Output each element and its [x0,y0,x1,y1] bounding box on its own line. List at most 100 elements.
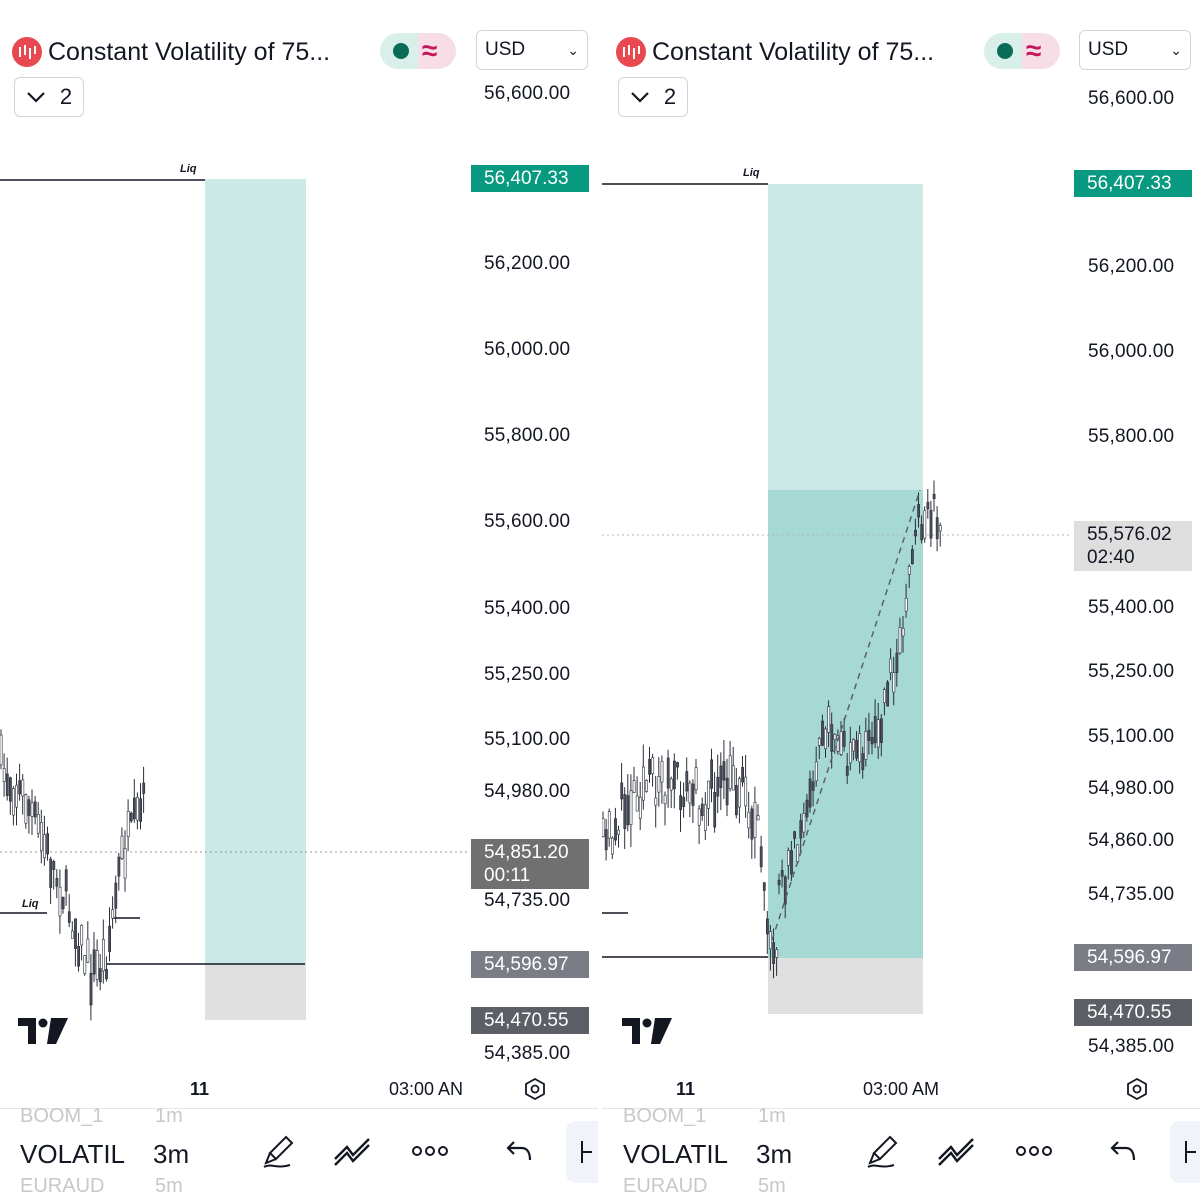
candle [5,773,9,797]
price-axis-tick: 55,800.00 [484,425,571,446]
more-icon[interactable] [410,1131,450,1171]
candle [790,850,793,875]
panel-divider [598,0,602,1200]
candle [660,760,664,783]
candle [666,757,670,789]
symbol-next[interactable]: EURAUD [20,1175,105,1197]
candle [673,760,676,790]
price-axis-tick: 54,735.00 [484,890,571,911]
candle [777,879,781,886]
brush-icon[interactable] [258,1131,298,1171]
interval-current[interactable]: 3m [153,1139,190,1169]
indicators-toggle[interactable]: 2 [618,77,688,117]
brush-icon[interactable] [862,1131,902,1171]
interval-prev[interactable]: 1m [155,1105,183,1127]
candle [139,798,143,822]
candle [117,856,121,877]
candle [830,724,834,752]
chart-panel-left[interactable]: Constant Volatility of 75... ≈ USD ⌄ 2 L… [0,0,598,1200]
price-chart-right[interactable] [602,0,1200,1108]
candle [15,784,19,808]
candle [722,761,726,781]
symbol-prev[interactable]: BOOM_1 [20,1105,104,1127]
symbol-current[interactable]: VOLATIL [20,1139,126,1169]
candle [607,811,611,839]
candle [845,765,849,776]
interval-next[interactable]: 5m [155,1175,183,1197]
interval-next[interactable]: 5m [758,1175,786,1197]
indicators-toggle[interactable]: 2 [14,77,84,117]
symbol-header[interactable]: Constant Volatility of 75... [616,32,934,72]
candle [114,882,118,909]
candle [651,757,655,775]
undo-icon[interactable] [1104,1131,1144,1171]
candle [58,886,62,917]
candle [935,517,939,539]
candle [697,808,701,826]
entry-price-tag: 54,596.97 [471,951,589,978]
candle [129,812,133,822]
more-icon[interactable] [1014,1131,1054,1171]
candle [95,950,99,980]
market-status-pill[interactable]: ≈ [380,33,456,69]
candle [914,529,917,537]
trend-lines-icon[interactable] [937,1131,977,1171]
candle [707,780,710,809]
candle [910,549,914,564]
time-axis-label: 11 [676,1079,696,1099]
undo-icon[interactable] [500,1131,540,1171]
time-axis-label: 03:00 AM [863,1079,940,1099]
candle [623,794,627,829]
market-status-pill[interactable]: ≈ [984,33,1060,69]
symbol-title[interactable]: Constant Volatility of 75... [652,37,935,66]
price-chart-left[interactable] [0,0,598,1108]
layout-icon[interactable] [566,1121,598,1183]
interval-current[interactable]: 3m [756,1139,793,1169]
candle [889,658,893,674]
candle [43,834,46,859]
candles-logo-icon [616,37,646,67]
current-price-tag: 55,576.02 02:40 [1074,521,1192,571]
candle [870,737,874,745]
candle [802,813,806,833]
symbol-current[interactable]: VOLATIL [623,1139,729,1169]
candle [74,918,77,949]
layout-icon[interactable] [1170,1121,1200,1183]
symbol-prev[interactable]: BOOM_1 [623,1105,707,1127]
liq-label: Liq [180,163,197,175]
candle [750,808,754,840]
candle [133,797,136,820]
candle [49,858,53,888]
symbol-header[interactable]: Constant Volatility of 75... [12,32,330,72]
candle [744,776,748,807]
approx-icon: ≈ [1026,35,1042,66]
entry-price-tag: 54,596.97 [1074,944,1192,971]
candle [780,870,784,877]
candle [694,767,698,791]
candle [725,777,729,806]
currency-select[interactable]: USD ⌄ [1079,30,1191,70]
settings-hexagon-icon[interactable] [523,1077,547,1101]
settings-hexagon-icon[interactable] [1125,1077,1149,1101]
candle [83,955,87,974]
candle [9,777,12,802]
candle [818,738,821,746]
candle [142,782,146,794]
candle [12,788,15,816]
candle [2,768,6,782]
currency-select[interactable]: USD ⌄ [476,30,588,70]
liq-label: Liq [743,167,760,179]
candle [799,820,803,839]
interval-prev[interactable]: 1m [758,1105,786,1127]
trend-lines-icon[interactable] [333,1131,373,1171]
symbol-next[interactable]: EURAUD [623,1175,708,1197]
candle [36,814,40,834]
candle [700,803,704,816]
price-axis-tick: 55,400.00 [484,598,571,619]
candle [808,778,812,808]
price-axis-tick: 56,000.00 [1088,341,1175,362]
symbol-title[interactable]: Constant Volatility of 75... [48,37,331,66]
candle [759,846,763,867]
candle [886,681,890,707]
chart-panel-right[interactable]: Constant Volatility of 75... ≈ USD ⌄ 2 L… [602,0,1200,1200]
